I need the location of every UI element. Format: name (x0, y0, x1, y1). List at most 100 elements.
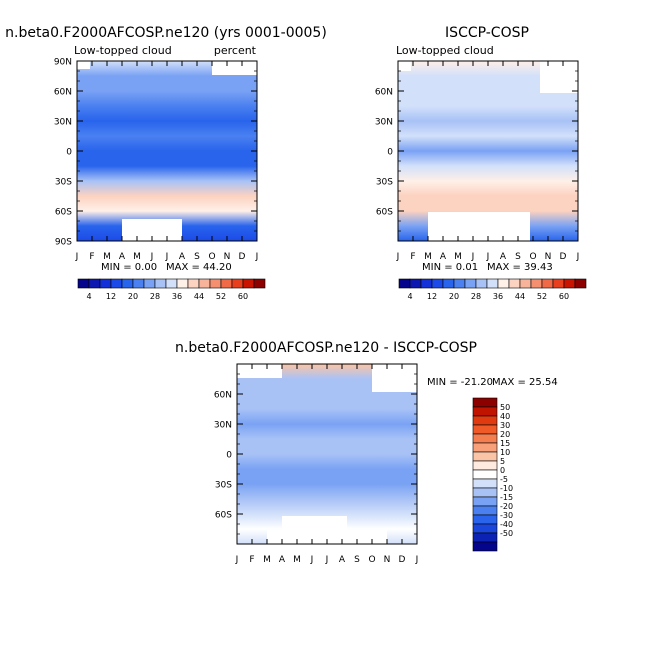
colorbar-label: 12 (427, 292, 437, 301)
x-tick-label: O (529, 252, 536, 262)
colorbar-box (472, 406, 498, 417)
colorbar-label: 20 (500, 430, 510, 439)
colorbar-label: 30 (500, 421, 510, 430)
colorbar-box (431, 278, 444, 289)
colorbar-label: 52 (537, 292, 547, 301)
colorbar-label: 40 (500, 412, 510, 421)
colorbar-label: 4 (407, 292, 412, 301)
x-tick-label: S (354, 555, 360, 565)
colorbar-label: 0 (500, 466, 505, 475)
y-tick-label: 30S (376, 178, 393, 188)
x-tick-label: S (194, 252, 200, 262)
right-plot-subtitle: Low-topped cloud (396, 44, 494, 57)
right-plot-main-title: ISCCP-COSP (445, 25, 529, 41)
colorbar-label: 52 (216, 292, 226, 301)
colorbar-box (472, 514, 498, 525)
colorbar-box (472, 505, 498, 516)
x-tick-label: M (293, 555, 301, 565)
colorbar-label: 15 (500, 439, 510, 448)
left-plot-units: percent (214, 44, 257, 57)
colorbar-box (242, 278, 255, 289)
colorbar-box (472, 433, 498, 444)
y-tick-label: 30N (375, 118, 393, 128)
x-tick-label: O (208, 252, 215, 262)
colorbar-box (530, 278, 543, 289)
x-tick-label: J (576, 252, 580, 262)
colorbar-label: 60 (559, 292, 569, 301)
colorbar-box (475, 278, 488, 289)
colorbar-box (77, 278, 90, 289)
colorbar-box (231, 278, 244, 289)
colorbar-box (99, 278, 112, 289)
y-tick-label: 60S (55, 208, 72, 218)
y-tick-label: 60N (375, 88, 393, 98)
y-tick-label: 60N (54, 88, 72, 98)
x-tick-label: J (486, 252, 490, 262)
y-tick-label: 30S (215, 481, 232, 491)
colorbar-box (472, 442, 498, 453)
missing-data-patch (372, 364, 417, 392)
colorbar-box (132, 278, 145, 289)
bottom-max-label: MAX = 25.54 (492, 377, 558, 388)
colorbar-box (409, 278, 422, 289)
colorbar-box (209, 278, 222, 289)
x-tick-label: J (150, 252, 154, 262)
colorbar-label: 20 (128, 292, 138, 301)
colorbar-label: -15 (500, 493, 513, 502)
colorbar-box (472, 460, 498, 471)
colorbar-box (552, 278, 565, 289)
right-min-label: MIN = 0.01 (422, 262, 478, 273)
colorbar-label: 20 (449, 292, 459, 301)
left-plot-subtitle: Low-topped cloud (74, 44, 172, 57)
y-tick-label: 30N (54, 118, 72, 128)
colorbar-label: 28 (471, 292, 481, 301)
x-tick-label: J (310, 555, 314, 565)
colorbar-label: 44 (194, 292, 204, 301)
left-max-label: MAX = 44.20 (166, 262, 232, 273)
colorbar-box (519, 278, 532, 289)
x-tick-label: A (440, 252, 447, 262)
colorbar-box (453, 278, 466, 289)
colorbar-label: 50 (500, 403, 510, 412)
missing-data-patch (77, 61, 90, 69)
y-tick-label: 90S (55, 238, 72, 248)
left-plot-main-title: n.beta0.F2000AFCOSP.ne120 (yrs 0001-0005… (5, 25, 327, 41)
missing-data-patch (540, 61, 578, 93)
y-tick-label: 0 (226, 451, 232, 461)
x-tick-label: A (119, 252, 126, 262)
colorbar-label: -5 (500, 475, 508, 484)
colorbar-box (442, 278, 455, 289)
x-tick-label: M (263, 555, 271, 565)
colorbar-box (472, 532, 498, 543)
colorbar-box (472, 469, 498, 480)
x-tick-label: A (339, 555, 346, 565)
y-tick-label: 0 (387, 148, 393, 158)
colorbar-box (121, 278, 134, 289)
missing-data-patch (212, 61, 257, 75)
right-colorbar: 4 12 20 28 36 44 52 60 (398, 278, 587, 301)
x-tick-label: N (224, 252, 231, 262)
colorbar-box (472, 424, 498, 435)
colorbar-label: 44 (515, 292, 525, 301)
colorbar-box (165, 278, 178, 289)
x-tick-label: J (75, 252, 79, 262)
colorbar-label: -20 (500, 502, 513, 511)
colorbar-box (574, 278, 587, 289)
colorbar-box (472, 415, 498, 426)
x-tick-label: J (165, 252, 169, 262)
colorbar-box (143, 278, 156, 289)
left-heatmap-field (77, 61, 257, 241)
y-tick-label: 30S (55, 178, 72, 188)
colorbar-box (472, 496, 498, 507)
colorbar-box (88, 278, 101, 289)
left-colorbar: 4 12 20 28 36 44 52 60 (77, 278, 266, 301)
colorbar-box (472, 541, 498, 552)
y-tick-label: 90N (54, 58, 72, 68)
colorbar-box (541, 278, 554, 289)
y-tick-label: 60S (215, 511, 232, 521)
x-tick-label: J (235, 555, 239, 565)
x-tick-label: N (384, 555, 391, 565)
y-tick-label: 60N (214, 391, 232, 401)
